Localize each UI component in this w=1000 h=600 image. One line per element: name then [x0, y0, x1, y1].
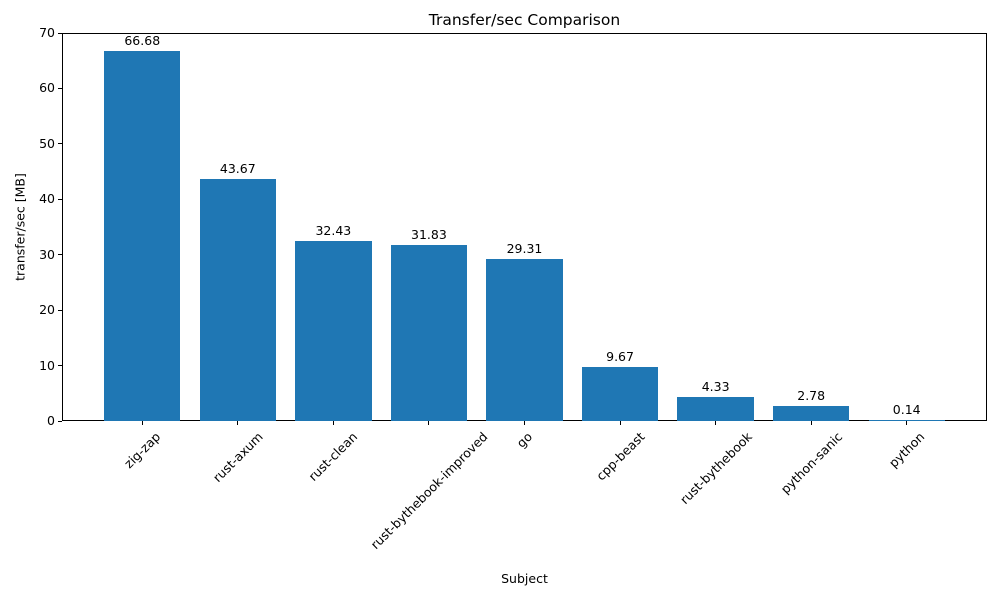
bar-value-label: 31.83: [411, 226, 447, 242]
x-tick-mark: [715, 421, 717, 425]
bar-value-label: 4.33: [701, 378, 730, 394]
x-tick-mark: [810, 421, 812, 425]
bar-python-sanic: [772, 405, 850, 421]
x-tick-mark: [428, 421, 430, 425]
y-tick-mark: [58, 198, 62, 200]
bar-value-label: 29.31: [506, 240, 543, 256]
x-tick-label-python-sanic: python-sanic: [777, 429, 845, 497]
bar-value-label: 66.68: [124, 33, 161, 49]
bar-rust-bythebook: [677, 396, 754, 421]
bar-value-label: 43.67: [219, 160, 256, 176]
y-tick-label: 20: [39, 302, 55, 318]
y-tick-mark: [58, 254, 62, 256]
x-tick-mark: [332, 421, 334, 425]
y-tick-label: 0: [47, 413, 55, 428]
bar-value-label: 2.78: [797, 387, 826, 403]
x-tick-mark: [906, 421, 908, 425]
x-tick-label-python: python: [885, 429, 928, 471]
y-tick-mark: [58, 420, 62, 422]
bar-rust-clean: [295, 241, 372, 421]
x-tick-mark: [619, 421, 621, 425]
y-tick-label: 60: [39, 80, 55, 96]
y-tick-label: 40: [39, 191, 55, 207]
bar-value-label: 9.67: [606, 349, 634, 365]
y-axis-label: transfer/sec [MB]: [12, 173, 28, 281]
x-tick-mark: [524, 421, 525, 425]
bar-value-label: 32.43: [315, 223, 352, 239]
x-tick-label-rust-bythebook-improved: rust-bythebook-improved: [367, 429, 491, 552]
chart-title: Transfer/sec Comparison: [428, 11, 621, 29]
y-tick-mark: [58, 87, 62, 89]
bar-rust-axum: [199, 178, 277, 421]
y-tick-mark: [58, 365, 62, 367]
bar-value-label: 0.14: [892, 402, 921, 417]
bar-python: [868, 420, 945, 421]
x-tick-label-rust-bythebook: rust-bythebook: [676, 429, 755, 508]
y-tick-label: 70: [39, 25, 55, 40]
bar-go: [486, 258, 563, 421]
bar-cpp-beast: [581, 367, 659, 421]
x-axis-label: Subject: [501, 571, 548, 586]
x-tick-label-zig-zap: zig-zap: [120, 429, 164, 472]
x-tick-label-rust-clean: rust-clean: [305, 429, 361, 484]
x-tick-mark: [237, 421, 239, 425]
y-tick-mark: [58, 143, 62, 145]
y-tick-label: 50: [39, 135, 55, 151]
y-tick-label: 30: [39, 246, 55, 262]
y-tick-label: 10: [39, 357, 55, 373]
y-tick-mark: [58, 32, 62, 34]
y-tick-mark: [58, 309, 62, 311]
x-tick-label-cpp-beast: cpp-beast: [592, 429, 648, 484]
bar-rust-bythebook-improved: [390, 244, 468, 421]
x-tick-label-go: go: [513, 429, 536, 451]
x-tick-mark: [141, 421, 143, 425]
bar-zig-zap: [104, 51, 181, 421]
x-tick-label-rust-axum: rust-axum: [209, 429, 266, 485]
